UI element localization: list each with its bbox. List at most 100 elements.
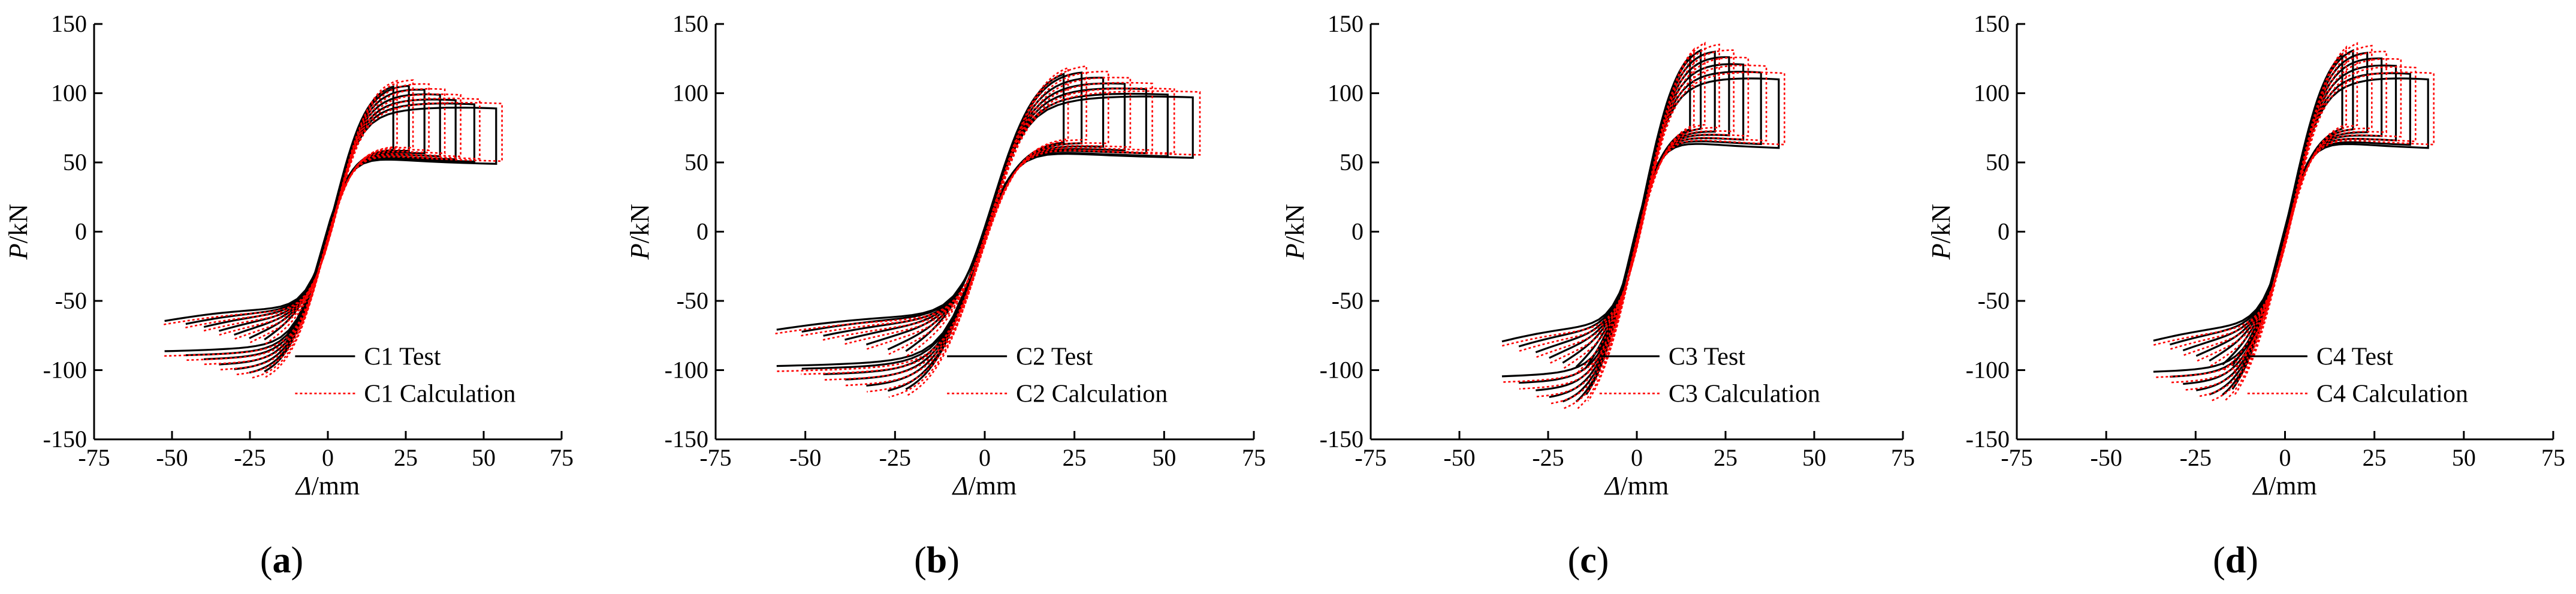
x-axis-label-unit: /mm — [969, 471, 1017, 500]
y-tick-label: 150 — [51, 10, 87, 37]
y-tick-label: -50 — [1332, 287, 1364, 314]
y-axis-label-unit: /kN — [4, 204, 33, 243]
test-loop-7 — [164, 107, 497, 352]
calculation-loop-6 — [1519, 64, 1767, 390]
calculation-loop-7 — [775, 90, 1201, 372]
x-tick-label: -25 — [1532, 444, 1564, 471]
x-tick-label: -75 — [699, 444, 731, 471]
y-tick-label: 100 — [1328, 80, 1364, 107]
y-axis-label-symbol: P — [1280, 243, 1310, 260]
calculation-loop-3 — [1563, 43, 1720, 409]
y-tick-label: 0 — [696, 218, 708, 245]
y-axis-label: P/kN — [1280, 204, 1310, 260]
legend-test-label: C1 Test — [364, 343, 441, 370]
curves — [775, 65, 1201, 398]
x-tick-label: 75 — [550, 444, 574, 471]
legend-calculation-label: C3 Calculation — [1669, 380, 1820, 408]
calculation-loop-4 — [219, 88, 446, 371]
y-tick-label: 50 — [63, 149, 87, 176]
y-axis-label-unit: /kN — [625, 204, 654, 243]
calculation-loop-3 — [234, 83, 430, 376]
calculation-loop-7 — [1501, 71, 1785, 383]
legend-test-label: C4 Test — [2316, 343, 2393, 370]
y-tick-label: -100 — [1966, 357, 2010, 384]
x-tick-label: 75 — [2541, 444, 2565, 471]
panel-label: (b) — [914, 540, 960, 581]
y-axis-label: P/kN — [1926, 204, 1956, 260]
y-tick-label: 150 — [672, 10, 708, 37]
panel-label-open: ( — [1568, 540, 1580, 581]
x-axis-label: Δ/mm — [295, 471, 360, 500]
x-axis-label: Δ/mm — [952, 471, 1017, 500]
panel-label-close: ) — [291, 540, 304, 581]
panel-label: (a) — [260, 540, 303, 581]
x-axis-label: Δ/mm — [2252, 471, 2317, 500]
y-tick-label: -50 — [677, 287, 708, 314]
y-tick-label: -150 — [43, 426, 87, 453]
y-tick-label: 0 — [1998, 218, 2010, 245]
calculation-loop-7 — [2153, 71, 2435, 378]
y-axis-label-symbol: P — [1926, 243, 1956, 260]
x-tick-label: -25 — [879, 444, 911, 471]
chart-panel-d: 150 100 50 0 -50 -100 -150-75 -50 -25 0 25 50 75 Δ/mm… — [1926, 10, 2565, 581]
panel-label-letter: d — [2225, 540, 2246, 581]
panel-label-close: ) — [1597, 540, 1609, 581]
panel-label: (c) — [1568, 540, 1609, 581]
y-tick-label: 50 — [1340, 149, 1364, 176]
chart-panel-a: 150 100 50 0 -50 -100 -150-75 -50 -25 0 25 50 75 Δ/mm… — [4, 10, 574, 581]
x-axis-label-symbol: Δ — [952, 471, 969, 500]
calculation-loop-4 — [2197, 50, 2387, 398]
panel-label-close: ) — [2246, 540, 2258, 581]
x-tick-label: 25 — [2363, 444, 2387, 471]
x-tick-label: 0 — [322, 444, 334, 471]
test-loop-6 — [185, 102, 475, 357]
x-axis-label-unit: /mm — [312, 471, 360, 500]
chart-panel-b: 150 100 50 0 -50 -100 -150-75 -50 -25 0 25 50 75 Δ/mm… — [625, 10, 1266, 581]
x-tick-label: 75 — [1891, 444, 1915, 471]
x-tick-label: 50 — [1802, 444, 1826, 471]
calculation-loop-6 — [2170, 66, 2417, 384]
y-tick-label: 0 — [1352, 218, 1364, 245]
x-tick-label: -75 — [1355, 444, 1386, 471]
panel-label-letter: c — [1580, 540, 1597, 581]
y-tick-label: -100 — [1320, 357, 1364, 384]
x-tick-label: -75 — [78, 444, 110, 471]
calculation-loop-5 — [2183, 58, 2402, 391]
panel-label: (d) — [2213, 540, 2258, 581]
y-tick-label: 100 — [51, 80, 87, 107]
legend-calculation-label: C2 Calculation — [1016, 380, 1168, 408]
y-axis-label: P/kN — [625, 204, 654, 260]
x-tick-label: 50 — [472, 444, 496, 471]
calculation-loop-3 — [866, 70, 1109, 393]
y-axis-label-symbol: P — [625, 243, 654, 260]
panel-label-letter: a — [273, 540, 291, 581]
x-tick-label: 0 — [2279, 444, 2291, 471]
x-axis-label: Δ/mm — [1604, 471, 1669, 500]
calculation-loop-1 — [906, 67, 1069, 397]
legend-test-label: C3 Test — [1669, 343, 1745, 370]
calculation-loop-3 — [2210, 44, 2373, 402]
x-tick-label: -50 — [1443, 444, 1475, 471]
y-axis-label: P/kN — [4, 204, 33, 260]
y-tick-label: 0 — [75, 218, 87, 245]
y-tick-label: -150 — [1966, 426, 2010, 453]
y-tick-label: 50 — [684, 149, 708, 176]
x-axis-label-symbol: Δ — [2252, 471, 2269, 500]
x-axis-label-symbol: Δ — [1604, 471, 1621, 500]
curves — [2153, 42, 2435, 402]
x-axis-label-unit: /mm — [2269, 471, 2317, 500]
y-axis-label-symbol: P — [4, 243, 33, 260]
test-loop-6 — [801, 92, 1169, 370]
y-tick-label: 150 — [1974, 10, 2010, 37]
x-tick-label: 0 — [979, 444, 991, 471]
y-axis-label-unit: /kN — [1280, 204, 1310, 243]
calculation-loop-2 — [888, 65, 1087, 398]
curves — [1501, 41, 1785, 409]
legend-calculation-label: C4 Calculation — [2316, 380, 2468, 408]
panel-label-close: ) — [947, 540, 960, 581]
x-tick-label: -50 — [789, 444, 821, 471]
y-tick-label: -50 — [1978, 287, 2010, 314]
y-tick-label: -150 — [665, 426, 708, 453]
y-tick-label: -50 — [55, 287, 87, 314]
